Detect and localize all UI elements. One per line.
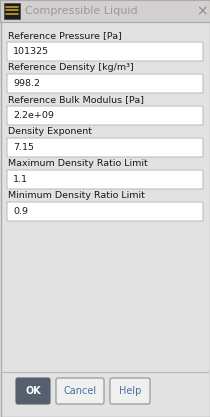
Text: 0.9: 0.9: [13, 207, 28, 216]
Text: 7.15: 7.15: [13, 143, 34, 152]
FancyBboxPatch shape: [7, 106, 203, 125]
FancyBboxPatch shape: [56, 378, 104, 404]
Text: Compressible Liquid: Compressible Liquid: [25, 6, 138, 16]
FancyBboxPatch shape: [16, 378, 50, 404]
FancyBboxPatch shape: [7, 202, 203, 221]
FancyBboxPatch shape: [110, 378, 150, 404]
Text: ×: ×: [196, 4, 208, 18]
Text: Density Exponent: Density Exponent: [8, 127, 92, 136]
Text: 101325: 101325: [13, 47, 49, 56]
Text: 2.2e+09: 2.2e+09: [13, 111, 54, 120]
FancyBboxPatch shape: [7, 138, 203, 157]
FancyBboxPatch shape: [0, 0, 210, 22]
Text: Maximum Density Ratio Limit: Maximum Density Ratio Limit: [8, 159, 148, 168]
Text: 1.1: 1.1: [13, 175, 28, 184]
Text: Reference Bulk Modulus [Pa]: Reference Bulk Modulus [Pa]: [8, 95, 144, 104]
Text: 998.2: 998.2: [13, 79, 40, 88]
Text: OK: OK: [25, 386, 41, 396]
Text: Minimum Density Ratio Limit: Minimum Density Ratio Limit: [8, 191, 145, 200]
FancyBboxPatch shape: [7, 74, 203, 93]
Text: Reference Density [kg/m³]: Reference Density [kg/m³]: [8, 63, 134, 72]
Text: Reference Pressure [Pa]: Reference Pressure [Pa]: [8, 31, 122, 40]
FancyBboxPatch shape: [7, 42, 203, 61]
FancyBboxPatch shape: [7, 170, 203, 189]
Text: Help: Help: [119, 386, 141, 396]
Text: Cancel: Cancel: [63, 386, 97, 396]
FancyBboxPatch shape: [4, 3, 20, 19]
